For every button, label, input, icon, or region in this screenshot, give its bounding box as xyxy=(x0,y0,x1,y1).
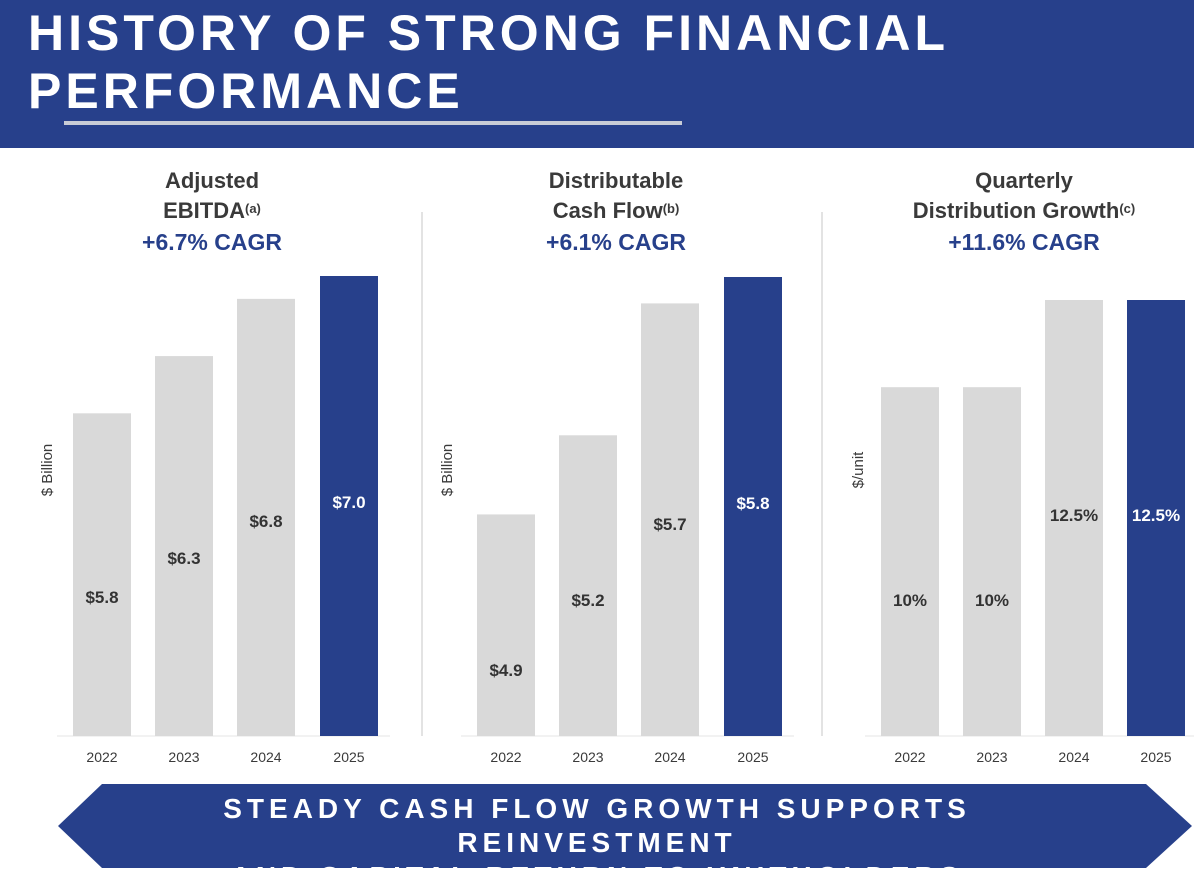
bar-2023 xyxy=(963,387,1021,736)
x-tick-label: 2024 xyxy=(250,749,281,765)
banner-line-2: AND CAPITAL RETURN TO UNITHOLDERS xyxy=(230,861,964,892)
x-tick-label: 2023 xyxy=(168,749,199,765)
x-tick-label: 2025 xyxy=(333,749,364,765)
title-line-2: Cash Flow xyxy=(552,198,663,223)
y-axis-label: $ Billion xyxy=(39,444,56,497)
data-label: $5.7 xyxy=(653,515,686,534)
x-tick-label: 2023 xyxy=(976,749,1007,765)
distribution-bar-chart: $/unit 10% 2022 10% 2023 12.5% 2024 12.5% 2025 xyxy=(850,300,1194,765)
cash-flow-bar-chart: $ Billion $4.9 2022 $5.2 2023 $5.7 2024 $5.8 202… xyxy=(439,277,794,765)
panel-divider xyxy=(821,212,823,736)
panel-title: Adjusted EBITDA(a) xyxy=(12,166,412,226)
data-label: $5.2 xyxy=(571,591,604,610)
x-tick-label: 2023 xyxy=(572,749,603,765)
x-tick-label: 2024 xyxy=(654,749,685,765)
footnote-marker: (a) xyxy=(245,201,261,216)
bar-2022 xyxy=(881,387,939,736)
page-title: HISTORY OF STRONG FINANCIAL PERFORMANCE xyxy=(28,5,949,119)
ebitda-panel: Adjusted EBITDA(a) +6.7% CAGR xyxy=(12,150,412,775)
data-label: 12.5% xyxy=(1050,506,1098,525)
bar-2022 xyxy=(477,514,535,736)
title-line-2: Distribution Growth xyxy=(912,198,1120,223)
banner-shape xyxy=(58,784,1192,868)
data-label: $5.8 xyxy=(85,588,118,607)
data-label: $6.3 xyxy=(167,549,200,568)
banner-text: STEADY CASH FLOW GROWTH SUPPORTS REINVES… xyxy=(90,792,1104,894)
title-line-2: EBITDA xyxy=(163,198,245,223)
x-tick-label: 2025 xyxy=(737,749,768,765)
x-tick-label: 2022 xyxy=(86,749,117,765)
bar-2025 xyxy=(1127,300,1185,736)
bar-2025 xyxy=(724,277,782,736)
banner-line-1: STEADY CASH FLOW GROWTH SUPPORTS REINVES… xyxy=(223,793,971,858)
bar-2023 xyxy=(155,356,213,736)
ebitda-bar-chart: $ Billion $5.8 2022 $6.3 2023 $6.8 2024 $7.0 202… xyxy=(39,276,390,765)
header-banner: HISTORY OF STRONG FINANCIAL PERFORMANCE xyxy=(0,0,1194,148)
data-label: $5.8 xyxy=(736,494,769,513)
data-label: 12.5% xyxy=(1132,506,1180,525)
data-label: 10% xyxy=(975,591,1009,610)
cagr-label: +6.7% CAGR xyxy=(142,229,282,255)
bottom-banner xyxy=(58,784,1192,868)
data-label: $4.9 xyxy=(489,661,522,680)
y-axis-label: $/unit xyxy=(850,451,867,489)
bar-2024 xyxy=(641,303,699,736)
data-label: $6.8 xyxy=(249,512,282,531)
title-line-1: Distributable xyxy=(548,168,684,193)
title-underline xyxy=(64,121,682,125)
cagr-label: +11.6% CAGR xyxy=(948,229,1100,255)
bar-2022 xyxy=(73,413,131,736)
bar-2025 xyxy=(320,276,378,736)
panel-title: Distributable Cash Flow(b) xyxy=(416,166,816,226)
panel-title: Quarterly Distribution Growth(c) xyxy=(822,166,1194,226)
y-axis-label: $ Billion xyxy=(439,444,456,497)
data-label: 10% xyxy=(893,591,927,610)
x-tick-label: 2024 xyxy=(1058,749,1089,765)
bar-2024 xyxy=(1045,300,1103,736)
x-tick-label: 2025 xyxy=(1140,749,1171,765)
x-tick-label: 2022 xyxy=(490,749,521,765)
bar-2024 xyxy=(237,298,295,736)
footnote-marker: (c) xyxy=(1119,201,1136,216)
cash-flow-panel: Distributable Cash Flow(b) +6.1% CAGR xyxy=(416,150,816,775)
title-line-1: Adjusted xyxy=(164,168,260,193)
footnote-marker: (b) xyxy=(662,201,680,216)
data-label: $7.0 xyxy=(332,493,365,512)
bar-2023 xyxy=(559,435,617,736)
title-line-1: Quarterly xyxy=(975,168,1073,193)
panel-divider xyxy=(421,212,423,736)
distribution-panel: Quarterly Distribution Growth(c) +11.6% … xyxy=(822,150,1194,775)
x-tick-label: 2022 xyxy=(894,749,925,765)
cagr-label: +6.1% CAGR xyxy=(546,229,686,255)
